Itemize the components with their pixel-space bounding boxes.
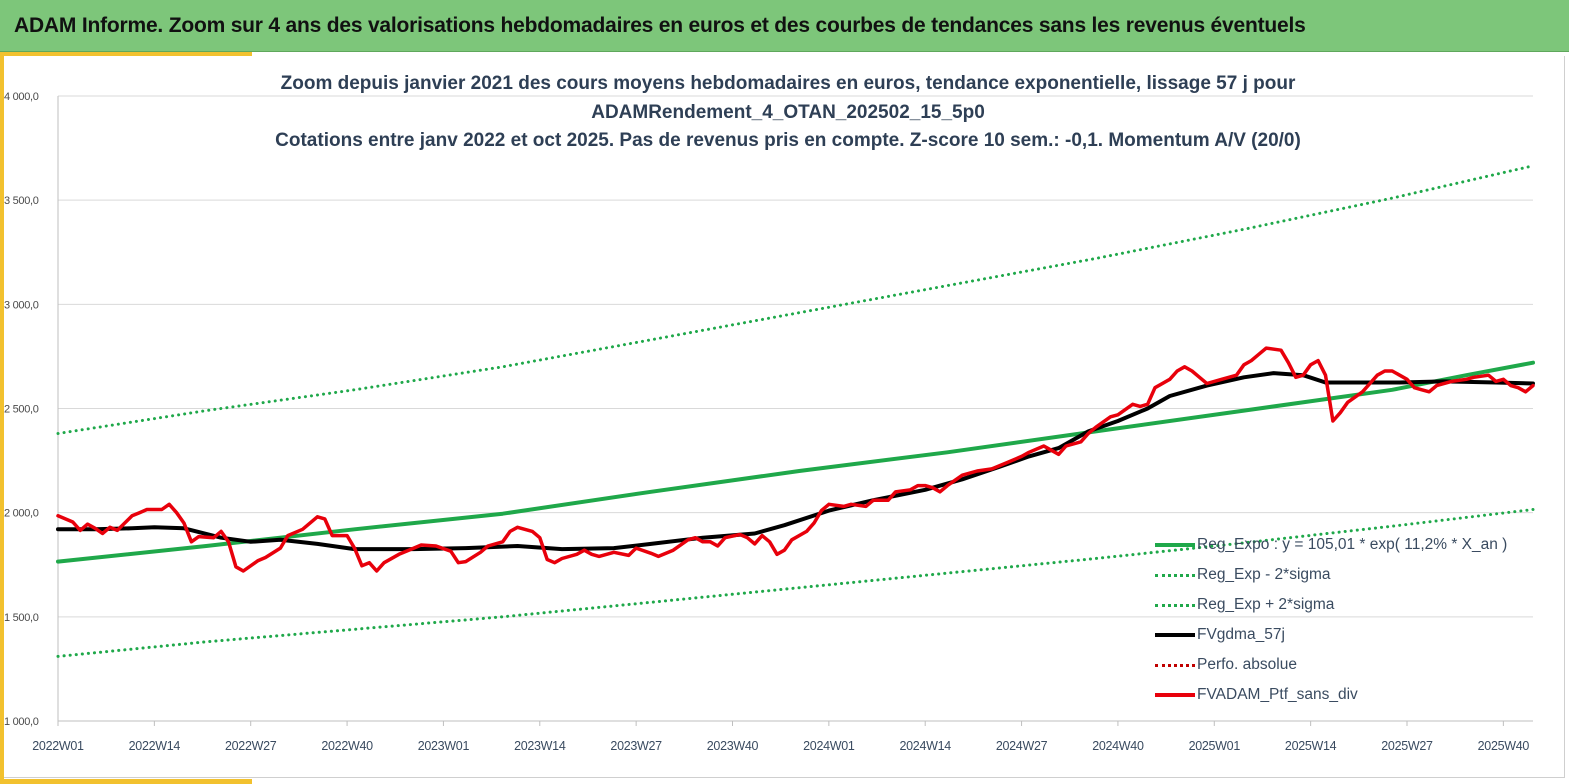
series-fvadam-ptf xyxy=(56,346,1535,573)
x-tick-label: 2025W40 xyxy=(1478,739,1530,753)
x-tick-label: 2023W14 xyxy=(514,739,566,753)
series-reg-exp-minus-2sigma xyxy=(56,508,1535,658)
x-tick-label: 2025W14 xyxy=(1285,739,1337,753)
accent-bar-top xyxy=(4,52,252,56)
x-tick-label: 2022W01 xyxy=(32,739,84,753)
legend-label-reg-expo: Reg_Expo : y = 105,01 * exp( 11,2% * X_a… xyxy=(1197,536,1508,553)
legend-swatch-portfolio xyxy=(1155,693,1195,697)
y-tick-label: 2 500,0 xyxy=(4,404,39,416)
legend-swatch-reg-expo xyxy=(1155,543,1195,547)
x-tick-label: 2024W14 xyxy=(900,739,952,753)
x-tick-label: 2025W01 xyxy=(1189,739,1241,753)
accent-bar-left xyxy=(0,52,4,784)
page-title: ADAM Informe. Zoom sur 4 ans des valoris… xyxy=(14,14,1306,37)
x-tick-label: 2022W14 xyxy=(129,739,181,753)
y-tick-label: 1 000,0 xyxy=(4,716,39,728)
legend-swatch-reg-exp-minus xyxy=(1155,574,1195,577)
chart-title-line-3: Cotations entre janv 2022 et oct 2025. P… xyxy=(275,130,1301,151)
x-tick-label: 2024W40 xyxy=(1092,739,1144,753)
chart-title: Zoom depuis janvier 2021 des cours moyen… xyxy=(0,70,1569,156)
legend-label-reg-exp-minus: Reg_Exp - 2*sigma xyxy=(1197,566,1331,583)
x-tick-label: 2023W27 xyxy=(610,739,662,753)
x-tick-label: 2024W01 xyxy=(803,739,855,753)
x-tick-label: 2023W01 xyxy=(418,739,470,753)
accent-bar-bottom xyxy=(0,779,252,784)
series-reg-exp-plus-2sigma xyxy=(56,164,1535,435)
x-tick-label: 2025W27 xyxy=(1381,739,1433,753)
y-tick-label: 4 000,0 xyxy=(4,91,39,103)
chart-frame xyxy=(4,56,1565,778)
y-tick-label: 3 500,0 xyxy=(4,195,39,207)
x-tick-label: 2024W27 xyxy=(996,739,1048,753)
legend-label-reg-exp-plus: Reg_Exp + 2*sigma xyxy=(1197,596,1335,613)
y-tick-label: 2 000,0 xyxy=(4,508,39,520)
legend-swatch-perfo xyxy=(1155,664,1195,667)
y-tick-label: 3 000,0 xyxy=(4,299,39,311)
legend-label-fvgdma: FVgdma_57j xyxy=(1197,626,1285,643)
legend-swatch-reg-exp-plus xyxy=(1155,604,1195,607)
series-reg-expo xyxy=(56,360,1535,564)
legend-label-perfo: Perfo. absolue xyxy=(1197,656,1297,673)
x-tick-label: 2022W27 xyxy=(225,739,277,753)
chart-title-line-2: ADAMRendement_4_OTAN_202502_15_5p0 xyxy=(591,101,985,123)
x-tick-label: 2023W40 xyxy=(707,739,759,753)
legend-label-portfolio: FVADAM_Ptf_sans_div xyxy=(1197,686,1358,703)
header-banner: ADAM Informe. Zoom sur 4 ans des valoris… xyxy=(0,0,1569,52)
chart-title-line-1: Zoom depuis janvier 2021 des cours moyen… xyxy=(280,73,1296,94)
x-tick-label: 2022W40 xyxy=(321,739,373,753)
legend-swatch-fvgdma xyxy=(1155,633,1195,637)
y-tick-label: 1 500,0 xyxy=(4,612,39,624)
